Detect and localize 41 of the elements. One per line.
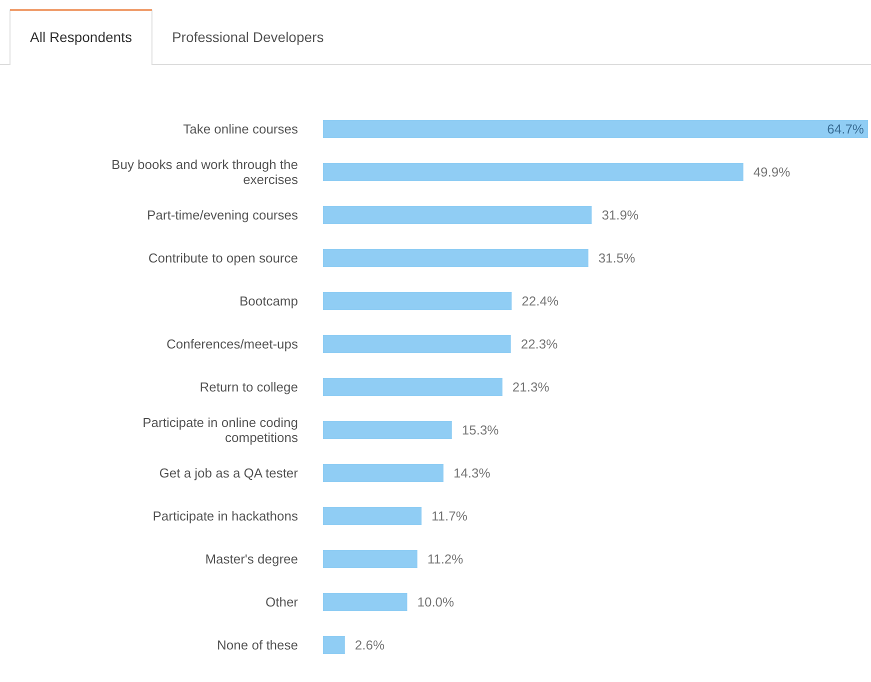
data-label: 15.3% [462, 422, 500, 438]
bar [323, 378, 502, 396]
bar [323, 206, 592, 224]
y-tick-label: Take online courses [183, 122, 298, 136]
bar [323, 292, 512, 310]
bar [323, 464, 444, 482]
text: All Respondents [30, 29, 132, 45]
data-label: 21.3% [512, 380, 550, 394]
data-label: 31.5% [598, 250, 636, 266]
bar [323, 507, 422, 525]
data-label: 49.9% [753, 164, 791, 180]
data-label: 2.6% [354, 638, 385, 652]
data-label: 22.4% [522, 294, 559, 308]
y-tick-label: Other [265, 594, 299, 610]
y-tick-label: Return to college [200, 380, 298, 394]
text: Professional Developers [172, 29, 324, 45]
bar [323, 335, 511, 353]
y-tick-label: Buy books and work through the exercises [112, 157, 298, 187]
bar [323, 163, 744, 181]
data-label: 14.3% [453, 466, 491, 480]
bar [323, 120, 868, 138]
y-tick-label: Participate in hackathons [152, 508, 298, 524]
y-tick-label: Contribute to open source [148, 250, 298, 266]
y-tick-label: Get a job as a QA tester [159, 466, 299, 480]
data-label: 22.3% [520, 336, 558, 352]
y-tick-label: None of these [217, 638, 298, 652]
data-label: 11.2% [427, 552, 464, 566]
y-tick-label: Conferences/meet-ups [166, 336, 298, 352]
bar [323, 421, 452, 439]
y-tick-label: Bootcamp [239, 294, 298, 308]
y-tick-label: Master's degree [205, 552, 298, 566]
y-tick-label: Part-time/evening courses [146, 208, 298, 222]
data-label: 31.9% [602, 208, 640, 222]
bar [323, 593, 408, 611]
data-label: 10.0% [417, 594, 455, 610]
y-tick-label: Participate in online coding competitions [142, 415, 298, 445]
data-label: 11.7% [432, 508, 468, 524]
data-label: 64.7% [827, 122, 864, 136]
bar [323, 249, 588, 267]
bar [323, 636, 345, 654]
bar [323, 550, 418, 568]
